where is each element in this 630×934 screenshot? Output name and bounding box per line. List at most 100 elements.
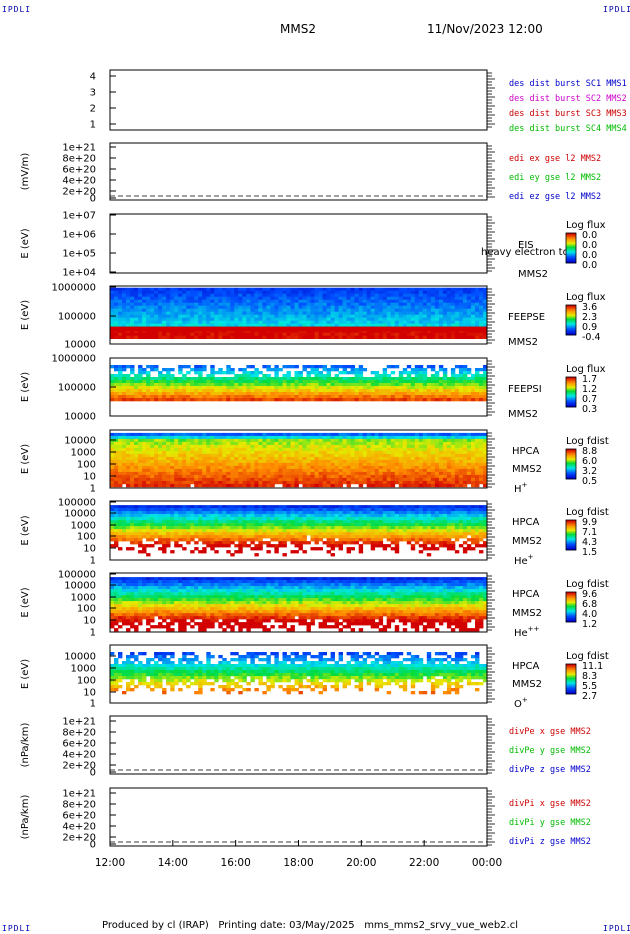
spectrogram-cell [390, 386, 396, 390]
spectrogram-cell [158, 392, 163, 396]
spectrogram-cell [166, 317, 171, 321]
spectrogram-cell [154, 453, 159, 458]
spectrogram-cell [422, 302, 428, 306]
spectrogram-cell [234, 317, 239, 321]
spectrogram-cell [366, 435, 372, 440]
spectrogram-cell [390, 483, 396, 488]
spectrogram-cell [194, 435, 199, 440]
spectrogram-cell [402, 380, 408, 384]
date-time-title: 11/Nov/2023 12:00 [427, 22, 543, 36]
spectrogram-cell [246, 305, 251, 309]
spectrogram-cell [266, 483, 271, 488]
spectrogram-cell [122, 508, 127, 512]
spectrogram-cell [206, 432, 211, 437]
spectrogram-cell [446, 386, 452, 390]
colorbar-swatch [566, 325, 576, 327]
spectrogram-cell [218, 305, 223, 309]
spectrogram-cell [326, 299, 331, 303]
spectrogram-cell [214, 435, 219, 440]
spectrogram-cell [362, 392, 368, 396]
corner-label-top-left: IPDLI [2, 5, 32, 14]
spectrogram-cell [342, 444, 347, 449]
spectrogram-cell [250, 383, 255, 387]
spectrogram-cell [130, 311, 135, 315]
spectrogram-cell [306, 471, 311, 476]
spectrogram-cell [122, 398, 127, 402]
spectrogram-cell [266, 287, 271, 291]
spectrogram-cell [282, 377, 287, 381]
spectrogram-cell [398, 323, 404, 327]
spectrogram-cell [110, 480, 115, 485]
spectrogram-cell [138, 441, 143, 446]
spectrogram-cell [471, 383, 476, 387]
spectrogram-cell [378, 296, 384, 300]
spectrogram-cell [118, 456, 123, 461]
spectrogram-cell [386, 302, 392, 306]
spectrogram-cell [246, 435, 251, 440]
spectrogram-cell [326, 435, 331, 440]
spectrogram-cell [242, 453, 247, 458]
spectrogram-cell [350, 453, 355, 458]
spectrogram-cell [334, 287, 339, 291]
spectrogram-cell [254, 287, 259, 291]
spectrogram-cell [290, 365, 295, 369]
spectrogram-cell [210, 474, 215, 479]
spectrogram-cell [350, 447, 355, 452]
spectrogram-cell [310, 432, 315, 437]
spectrogram-cell [122, 287, 127, 291]
spectrogram-cell [479, 329, 484, 333]
spectrogram-cell [378, 456, 384, 461]
spectrogram-cell [282, 432, 287, 437]
spectrogram-cell [270, 389, 275, 393]
spectrogram-cell [254, 320, 259, 324]
spectrogram-cell [450, 483, 456, 488]
spectrogram-cell [234, 441, 239, 446]
spectrogram-cell [222, 465, 227, 470]
spectrogram-cell [130, 323, 135, 327]
spectrogram-cell [314, 323, 319, 327]
spectrogram-cell [446, 444, 452, 449]
spectrogram-cell [362, 368, 368, 372]
spectrogram-cell [414, 441, 420, 446]
spectrogram-cell [126, 447, 131, 452]
spectrogram-cell [194, 438, 199, 443]
spectrogram-cell [194, 380, 199, 384]
spectrogram-cell [246, 308, 251, 312]
spectrogram-cell [342, 398, 347, 402]
spectrogram-cell [310, 383, 315, 387]
colorbar-swatch [566, 259, 576, 261]
spectrogram-cell [206, 438, 211, 443]
spectrogram-cell [410, 329, 416, 333]
spectrogram-cell [246, 317, 251, 321]
spectrogram-cell [374, 444, 380, 449]
colorbar-tick-label: 2.3 [582, 312, 597, 323]
spectrogram-cell [374, 480, 380, 485]
spectrogram-cell [178, 462, 183, 467]
spectrogram-cell [458, 462, 464, 467]
spectrogram-cell [454, 435, 460, 440]
spectrogram-cell [318, 477, 323, 482]
spectrogram-cell [378, 299, 384, 303]
spectrogram-cell [346, 335, 351, 339]
spectrogram-cell [458, 377, 464, 381]
spectrogram-cell [326, 317, 331, 321]
spectrogram-cell [186, 447, 191, 452]
spectrogram-cell [118, 523, 123, 527]
spectrogram-cell [398, 335, 404, 339]
spectrogram-cell [258, 371, 263, 375]
spectrogram-cell [298, 477, 303, 482]
spectrogram-cell [158, 335, 163, 339]
spectrogram-cell [126, 453, 131, 458]
spectrogram-cell [178, 287, 183, 291]
spectrogram-cell [194, 459, 199, 464]
spectrogram-cell [378, 432, 384, 437]
spectrogram-cell [110, 444, 115, 449]
spectrogram-cell [150, 302, 155, 306]
spectrogram-cell [174, 441, 179, 446]
spectrogram-cell [270, 386, 275, 390]
spectrogram-cell [190, 508, 195, 512]
spectrogram-cell [374, 332, 380, 336]
spectrogram-cell [374, 380, 380, 384]
spectrogram-cell [234, 462, 239, 467]
spectrogram-cell [210, 299, 215, 303]
